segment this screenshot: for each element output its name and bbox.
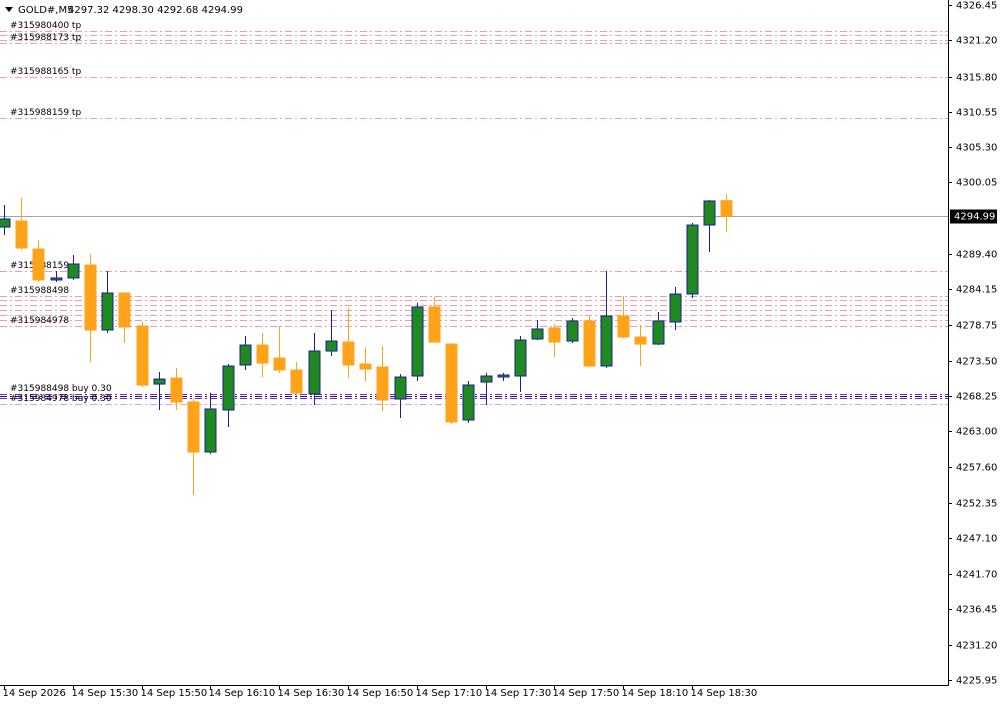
candle-body [445,343,458,423]
candle-body [32,248,45,281]
x-tick-label: 14 Sep 15:30 [72,688,139,699]
candle-body [118,292,131,328]
candle-body [703,200,716,226]
y-tick-label: 4225.95 [956,676,997,687]
y-tick-label: 4315.80 [956,73,997,84]
candle-body [187,401,200,453]
candle-body [428,306,441,343]
candle-body [462,384,475,421]
x-tick-label: 14 Sep 17:10 [416,688,483,699]
y-tick-label: 4305.30 [956,143,997,154]
bid-label-box [950,209,997,224]
x-tick-label: 14 Sep 2026 [3,688,66,699]
candle-body [256,344,269,364]
y-tick-label: 4278.75 [956,321,997,332]
candle-body [634,336,647,345]
candle-body [566,320,579,342]
candle-body [359,363,372,370]
x-tick-label: 14 Sep 17:30 [485,688,552,699]
y-tick-label: 4231.20 [956,641,997,652]
x-tick-label: 14 Sep 18:10 [622,688,689,699]
x-tick-label: 14 Sep 16:50 [347,688,414,699]
order-line-label: #315988498 buy 0.30 [10,384,112,394]
y-tick-label: 4241.70 [956,570,997,581]
candle-body [411,306,424,377]
candle-body [669,293,682,323]
candle-body [67,263,80,279]
candle-body [617,315,630,338]
bid-label: 4294.99 [954,212,995,223]
y-tick-label: 4289.40 [956,250,997,261]
candle-body [0,218,11,228]
candle-body [720,200,733,217]
candle-body [204,408,217,453]
candle-body [480,375,493,383]
x-tick-label: 14 Sep 16:30 [278,688,345,699]
candle-body [222,365,235,411]
candle-body [497,374,510,378]
y-tick-label: 4257.60 [956,463,997,474]
y-tick-label: 4236.45 [956,605,997,616]
candle-body [376,366,389,401]
y-tick-label: 4310.55 [956,108,997,119]
x-tick-label: 14 Sep 18:30 [691,688,758,699]
y-tick-label: 4273.50 [956,357,997,368]
y-tick-label: 4252.35 [956,499,997,510]
order-line-label: #315984978 buy 0.30 [10,394,112,404]
order-line-label: #315988159 tp [10,108,81,118]
candle-body [531,328,544,340]
candle-body [308,350,321,395]
chart-title: GOLD#,M5 [18,5,73,16]
candle-body [273,357,286,371]
candle-body [153,378,166,385]
candle-body [686,224,699,295]
x-tick-label: 14 Sep 15:50 [141,688,208,699]
order-line-label: #315988173 tp [10,33,81,43]
candle-body [50,277,63,281]
candle-body [548,327,561,343]
y-tick-label: 4326.45 [956,1,997,12]
candle-body [325,340,338,352]
x-tick-label: 14 Sep 16:10 [209,688,276,699]
menu-arrow[interactable] [5,7,13,12]
candle-body [394,376,407,400]
candle-body [84,264,97,331]
candle-body [342,341,355,366]
candle-body [290,369,303,394]
y-tick-label: 4268.25 [956,392,997,403]
candle-body [101,292,114,331]
candle-body [514,339,527,377]
candle-body [583,320,596,367]
candle-body [136,325,149,386]
chart-subtitle: 4297.32 4298.30 4292.68 4294.99 [68,5,243,16]
order-line-label: #315980400 tp [10,21,81,31]
y-tick-label: 4263.00 [956,427,997,438]
y-tick-label: 4247.10 [956,534,997,545]
order-line-label: #315988498 [10,286,69,296]
order-line-label: #315988165 tp [10,67,81,77]
candle-body [600,315,613,367]
y-tick-label: 4300.05 [956,178,997,189]
x-tick-label: 14 Sep 17:50 [553,688,620,699]
candle-body [170,377,183,403]
candle-body [15,220,28,249]
y-tick-label: 4284.15 [956,285,997,296]
candle-body [652,320,665,345]
order-line-label: #315984978 [10,316,69,326]
candle-body [239,344,252,366]
y-tick-label: 4321.20 [956,36,997,47]
